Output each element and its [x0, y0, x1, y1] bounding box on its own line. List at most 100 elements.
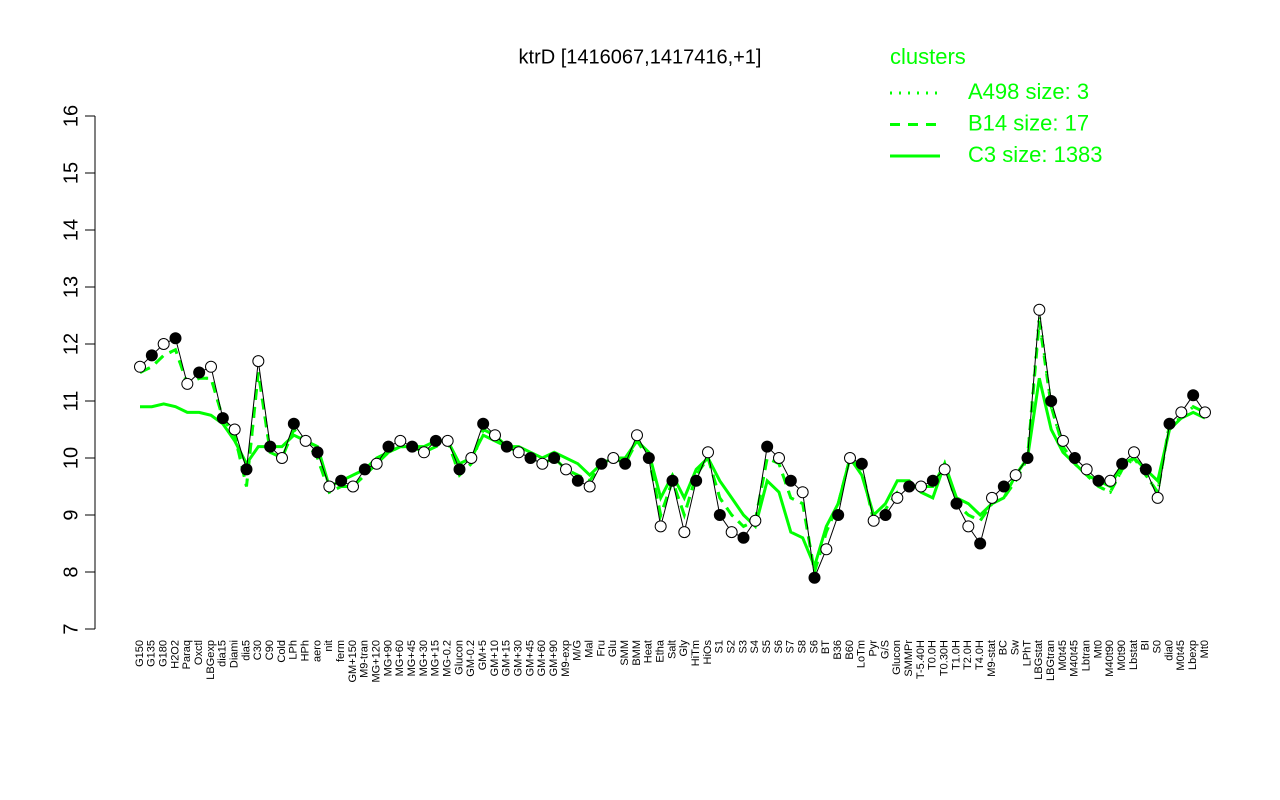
data-point [145, 349, 158, 362]
x-tick-label: Gly [678, 640, 690, 657]
data-point [465, 452, 478, 464]
data-point [264, 440, 277, 453]
data-point [240, 463, 253, 476]
x-tick-label: GM+60 [536, 640, 548, 676]
data-point [548, 452, 561, 464]
data-point [181, 377, 194, 390]
data-point [1163, 417, 1176, 430]
data-point [500, 440, 513, 453]
x-tick-label: BMM [631, 640, 643, 666]
data-point [252, 355, 265, 368]
data-point [832, 509, 845, 521]
x-tick-label: LBGexp [205, 640, 217, 680]
x-tick-label: MG+90 [382, 640, 394, 676]
data-point [737, 531, 750, 544]
x-tick-label: T-5.40H [915, 640, 927, 679]
x-tick-label: T4.0H [974, 640, 986, 670]
data-point [276, 452, 288, 464]
data-point [157, 338, 170, 350]
x-tick-label: BI [1140, 640, 1152, 650]
data-point [453, 463, 466, 476]
data-point [749, 514, 762, 527]
data-point [311, 446, 324, 459]
data-point [1068, 452, 1081, 464]
y-tick-label: 16 [60, 105, 82, 127]
x-tick-label: GM+45 [524, 640, 536, 676]
x-tick-label: GM+5 [477, 640, 489, 670]
x-tick-label: Mt0 [1092, 640, 1104, 658]
x-tick-label: T2.0H [962, 640, 974, 670]
data-point [1092, 474, 1105, 487]
x-tick-label: Sw [1010, 640, 1022, 655]
x-tick-label: GM+90 [548, 640, 560, 676]
data-point [524, 452, 537, 464]
x-tick-label: T0.0H [927, 640, 939, 670]
data-point [1080, 463, 1093, 476]
data-point [323, 480, 336, 493]
x-tick-label: LPh [288, 640, 300, 660]
legend-label: A498 size: 3 [968, 79, 1089, 104]
data-point [1045, 395, 1058, 407]
legend-title: clusters [890, 44, 966, 69]
x-tick-label: HPh [300, 640, 312, 661]
x-tick-label: M0t45 [1175, 640, 1187, 671]
x-tick-label: M40t45 [1069, 640, 1081, 677]
data-point [418, 446, 430, 459]
x-tick-label: ferm [335, 640, 347, 662]
data-point [347, 480, 359, 493]
x-tick-label: M40t90 [1104, 640, 1116, 677]
data-point [903, 480, 916, 493]
data-point [666, 474, 679, 487]
data-point [382, 440, 395, 453]
y-tick-label: 9 [60, 509, 82, 520]
data-point [477, 417, 490, 430]
y-tick-label: 15 [60, 162, 82, 184]
data-point [394, 434, 407, 447]
data-point [950, 497, 963, 510]
x-tick-label: Cold [276, 640, 288, 663]
data-point [725, 526, 738, 539]
data-point [891, 491, 904, 504]
x-tick-label: S7 [785, 640, 797, 653]
data-point [169, 332, 182, 345]
data-point [690, 474, 703, 487]
data-point [1057, 434, 1069, 447]
x-tick-label: SMM [619, 640, 631, 666]
chart-title: ktrD [1416067,1417416,+1] [519, 46, 762, 68]
data-point [761, 440, 774, 453]
data-point [796, 486, 809, 499]
data-point [299, 434, 312, 447]
x-tick-label: C90 [264, 640, 276, 660]
y-tick-label: 11 [60, 391, 82, 412]
data-point [808, 571, 821, 584]
data-point [512, 446, 525, 459]
x-tick-label: MG-0.2 [442, 640, 454, 677]
x-tick-label: Glucon [453, 640, 465, 675]
x-tick-label: M0t90 [1116, 640, 1128, 671]
data-point [571, 474, 584, 487]
cluster-line [140, 377, 1206, 571]
data-point [926, 474, 939, 487]
x-tick-label: MG+45 [406, 640, 418, 676]
x-tick-label: Etha [655, 639, 667, 663]
data-point [784, 474, 797, 487]
data-point [678, 526, 691, 539]
x-tick-label: B60 [844, 640, 856, 660]
data-point [607, 452, 620, 464]
x-tick-label: S3 [737, 640, 749, 653]
x-tick-label: S6 [808, 640, 820, 653]
x-tick-label: BT [820, 640, 832, 654]
x-tick-label: G180 [158, 640, 170, 667]
data-point [406, 440, 419, 453]
data-point [844, 452, 856, 464]
x-tick-label: S5 [761, 640, 773, 653]
legend-label: C3 size: 1383 [968, 142, 1103, 167]
x-tick-label: M9-exp [560, 640, 572, 677]
x-tick-label: Oxctl [193, 640, 205, 665]
x-tick-label: T0.30H [939, 640, 951, 676]
x-tick-label: aero [311, 640, 323, 662]
data-point [1033, 303, 1046, 316]
data-point [1199, 406, 1211, 419]
y-tick-label: 8 [60, 566, 82, 577]
